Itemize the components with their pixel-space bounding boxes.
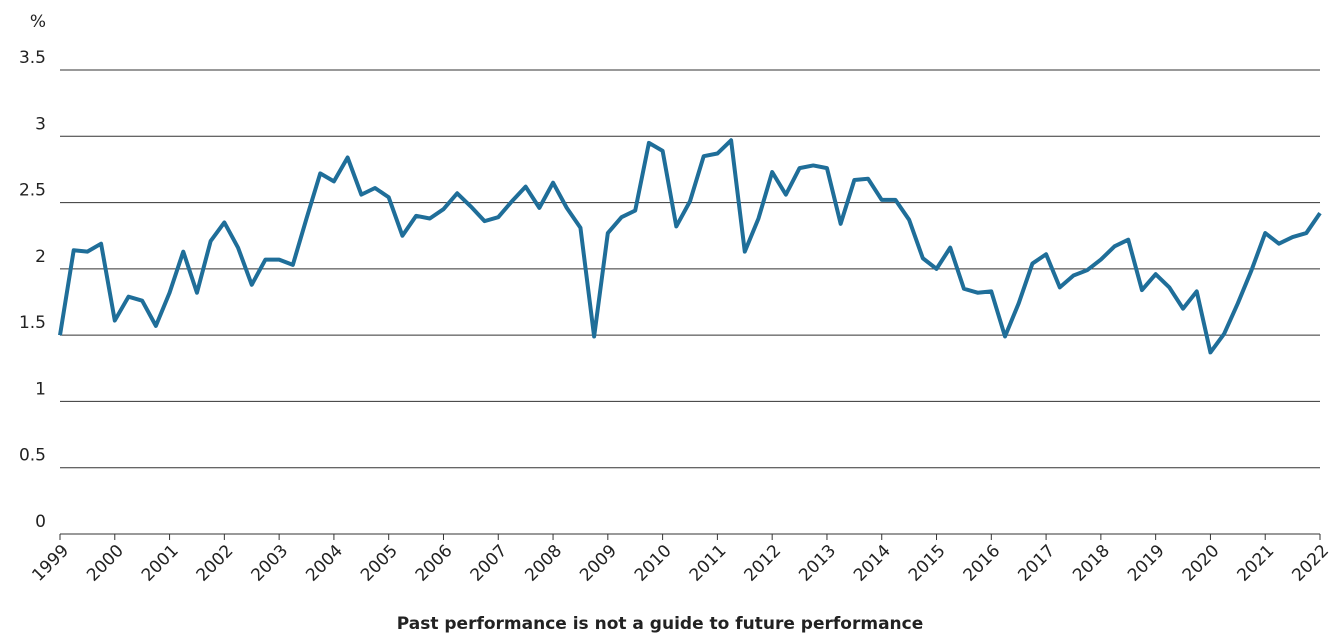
x-tick-label: 2018 <box>1069 541 1114 586</box>
x-tick-label: 2014 <box>850 541 895 586</box>
x-tick-label: 2011 <box>686 541 731 586</box>
y-tick-label: 0 <box>35 512 46 532</box>
x-tick-label: 2006 <box>412 541 457 586</box>
x-tick-label: 2012 <box>741 541 786 586</box>
y-tick-label: 1.5 <box>19 313 46 333</box>
x-tick-label: 1999 <box>28 541 73 586</box>
x-tick-label: 2002 <box>193 541 238 586</box>
x-tick-label: 2020 <box>1179 541 1224 586</box>
y-tick-label: 3.5 <box>19 48 46 68</box>
x-tick-label: 2001 <box>138 541 183 586</box>
x-tick-label: 2010 <box>631 541 676 586</box>
y-tick-label: 0.5 <box>19 446 46 466</box>
data-line <box>58 138 1322 355</box>
x-tick-label: 2017 <box>1014 541 1059 586</box>
x-tick-label: 2005 <box>357 541 402 586</box>
y-tick-label: 2 <box>35 247 46 267</box>
y-tick-label: 1 <box>35 379 46 399</box>
y-tick-label: 3 <box>35 114 46 134</box>
x-tick-label: 2021 <box>1234 541 1279 586</box>
x-tick-label: 2000 <box>83 541 128 586</box>
x-tick-label: 2003 <box>247 541 292 586</box>
x-tick-label: 2008 <box>521 541 566 586</box>
x-tick-label: 2015 <box>905 541 950 586</box>
x-tick-label: 2004 <box>302 541 347 586</box>
y-axis-label: % <box>30 12 46 32</box>
x-tick-label: 2022 <box>1288 541 1333 586</box>
footnote: Past performance is not a guide to futur… <box>397 614 924 634</box>
y-tick-label: 2.5 <box>19 181 46 201</box>
x-tick-label: 2009 <box>576 541 621 586</box>
x-tick-label: 2013 <box>795 541 840 586</box>
x-tick-label: 2019 <box>1124 541 1169 586</box>
x-tick-label: 2016 <box>960 541 1005 586</box>
x-tick-label: 2007 <box>467 541 512 586</box>
